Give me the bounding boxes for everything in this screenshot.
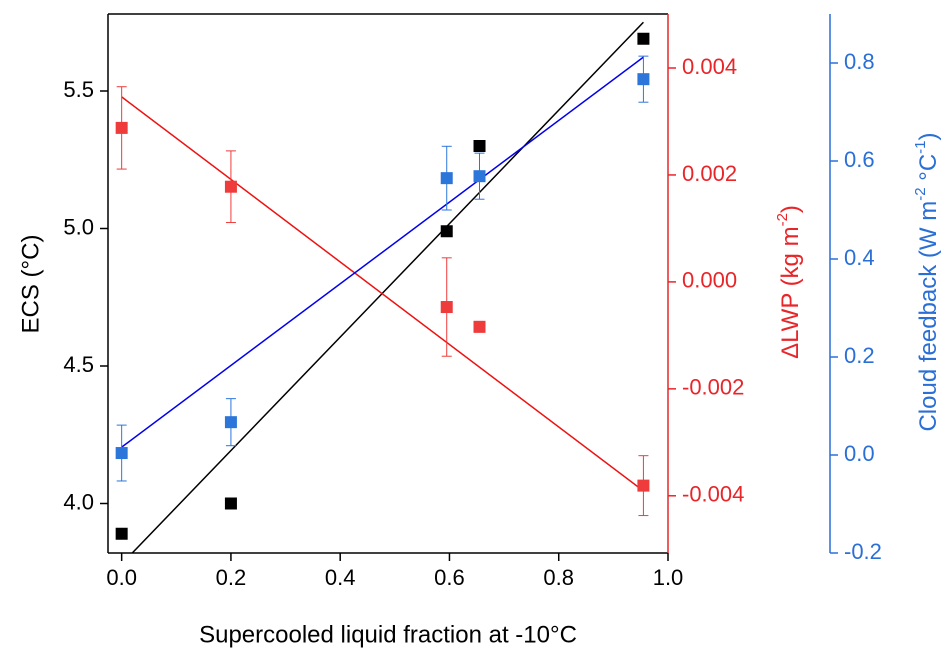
y2-tick-label: 0.002 [682, 161, 737, 186]
y2-tick-label: 0.000 [682, 268, 737, 293]
x-tick-label: 0.2 [216, 565, 247, 590]
y2-tick-label: -0.004 [682, 482, 744, 507]
superscript: -2 [774, 213, 791, 226]
title-part: ) [777, 205, 804, 213]
x-tick-label: 0.0 [106, 565, 137, 590]
title-part: ΔLWP (kg m [777, 226, 804, 359]
point [473, 320, 486, 333]
y3-tick-label: 0.8 [844, 49, 875, 74]
point [473, 170, 486, 183]
point [224, 180, 237, 193]
point [637, 32, 650, 45]
x-tick-label: 0.8 [543, 565, 574, 590]
title-part: Cloud feedback (W m [915, 201, 942, 432]
point [440, 172, 453, 185]
superscript: -1 [912, 140, 929, 153]
y-tick-label: 4.0 [63, 489, 94, 514]
y3-tick-label: 0.6 [844, 147, 875, 172]
x-tick-label: 1.0 [653, 565, 684, 590]
point [440, 301, 453, 314]
y2-tick-label: -0.002 [682, 375, 744, 400]
plot-area [115, 21, 650, 553]
y-tick-label: 5.5 [63, 77, 94, 102]
y3-tick-label: 0.0 [844, 441, 875, 466]
x-tick-label: 0.6 [434, 565, 465, 590]
fit-line [121, 56, 644, 448]
x-axis-title: Supercooled liquid fraction at -10°C [199, 621, 577, 648]
point [115, 121, 128, 134]
title-part: °C [915, 154, 942, 188]
point [224, 416, 237, 429]
y3-tick-label: -0.2 [844, 539, 882, 564]
y-tick-label: 5.0 [63, 214, 94, 239]
point [224, 497, 237, 510]
x-tick-label: 0.4 [325, 565, 356, 590]
point [473, 140, 486, 152]
y3-tick-label: 0.2 [844, 343, 875, 368]
point [637, 479, 650, 492]
superscript: -2 [912, 187, 929, 200]
y-tick-label: 4.5 [63, 352, 94, 377]
point [637, 73, 650, 86]
y-axis-title: ECS (°C) [17, 235, 44, 334]
y2-axis-title: ΔLWP (kg m-2) [774, 205, 804, 359]
point [115, 527, 128, 540]
point [115, 447, 128, 460]
y3-tick-label: 0.4 [844, 245, 875, 270]
title-part: ) [915, 132, 942, 140]
point [440, 225, 453, 238]
y2-tick-label: 0.004 [682, 54, 737, 79]
y3-axis-title: Cloud feedback (W m-2 °C-1) [912, 132, 942, 431]
fit-line [121, 96, 644, 492]
